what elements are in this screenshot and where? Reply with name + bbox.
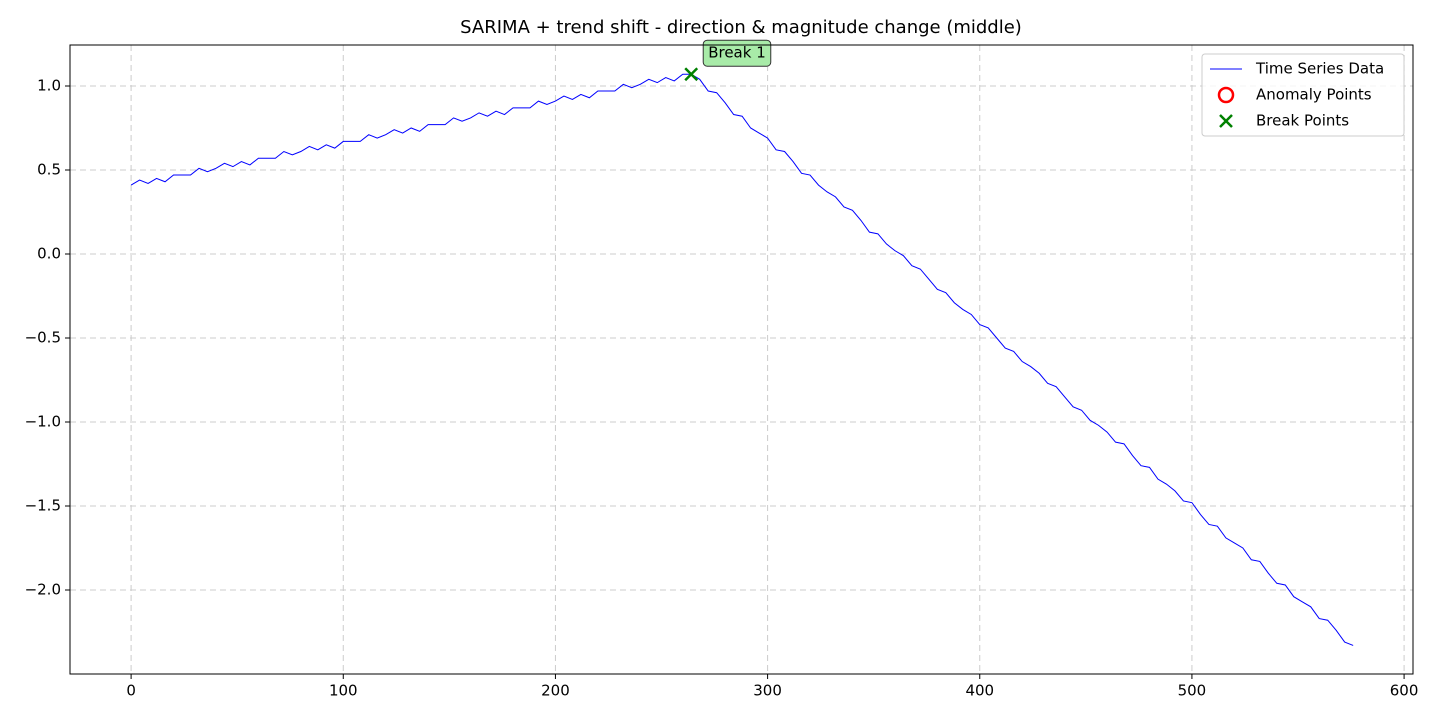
y-tick-label: −1.5 [25, 496, 61, 514]
legend: Time Series Data Anomaly Points Break Poin… [1201, 53, 1405, 137]
grid [70, 45, 1413, 674]
y-tick-label: −0.5 [25, 328, 61, 346]
legend-label: Time Series Data [1255, 60, 1384, 78]
axes-frame [69, 44, 1414, 675]
legend-swatch [1217, 86, 1235, 104]
legend-box [1201, 53, 1405, 137]
annotation: Break 1 [702, 39, 772, 67]
chart-title: SARIMA + trend shift - direction & magni… [460, 17, 1022, 38]
point-marker [684, 67, 699, 82]
y-tick-label: −2.0 [25, 580, 61, 598]
y-tick-label: −1.0 [25, 412, 61, 430]
y-tick-label: 1.0 [37, 76, 61, 94]
data-line [130, 73, 1354, 646]
x-tick-label: 400 [965, 682, 994, 700]
x-tick-label: 200 [541, 682, 570, 700]
legend-swatch [1219, 114, 1233, 128]
legend-label: Anomaly Points [1256, 86, 1372, 104]
legend-label: Break Points [1256, 112, 1349, 130]
x-tick-label: 600 [1390, 682, 1419, 700]
x-tick-label: 500 [1178, 682, 1207, 700]
ticks: 0 100 200 300 400 500 600 −2.0 −1.5 −1.0 −0.5 0.0 0.… [25, 76, 1419, 699]
x-tick-label: 100 [329, 682, 358, 700]
y-tick-label: 0.5 [37, 160, 61, 178]
annotation-label: Break 1 [708, 44, 766, 62]
x-tick-label: 0 [126, 682, 136, 700]
x-tick-label: 300 [753, 682, 782, 700]
annotation-box [702, 39, 772, 67]
y-tick-label: 0.0 [37, 244, 61, 262]
plot-area: Break 1 [130, 39, 1354, 646]
